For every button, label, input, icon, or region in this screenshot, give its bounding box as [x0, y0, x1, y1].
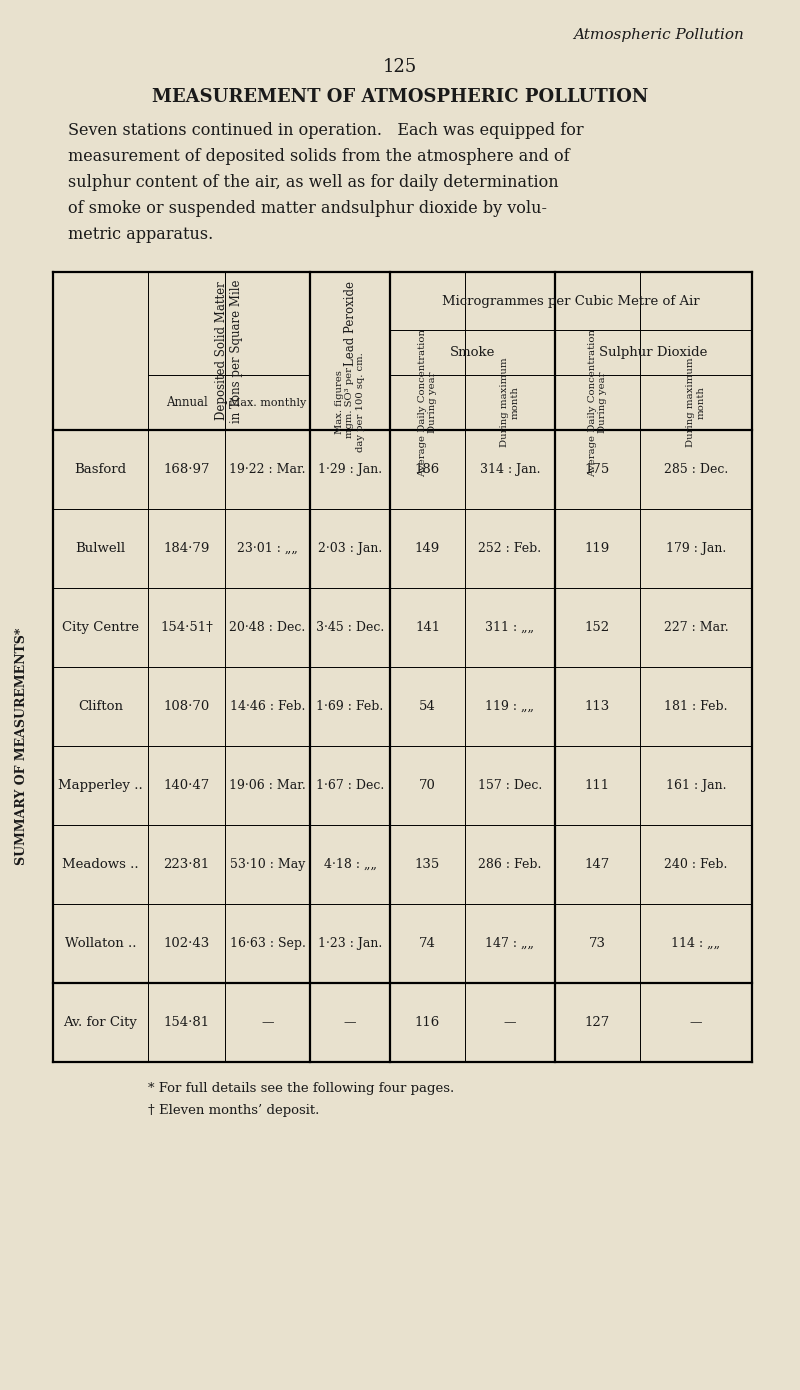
- Text: Average Daily Concentration
During year: Average Daily Concentration During year: [588, 328, 607, 477]
- Text: City Centre: City Centre: [62, 621, 139, 634]
- Text: 154·51†: 154·51†: [160, 621, 213, 634]
- Text: 240 : Feb.: 240 : Feb.: [664, 858, 728, 872]
- Text: 154·81: 154·81: [163, 1016, 210, 1029]
- Text: Wollaton ..: Wollaton ..: [65, 937, 136, 949]
- Text: Basford: Basford: [74, 463, 126, 475]
- Text: 1·23 : Jan.: 1·23 : Jan.: [318, 937, 382, 949]
- Text: Sulphur Dioxide: Sulphur Dioxide: [599, 346, 708, 359]
- Text: 116: 116: [415, 1016, 440, 1029]
- Text: 54: 54: [419, 701, 436, 713]
- Text: 252 : Feb.: 252 : Feb.: [478, 542, 542, 555]
- Text: During maximum
month: During maximum month: [500, 357, 520, 448]
- Text: 223·81: 223·81: [163, 858, 210, 872]
- Text: 114 : „„: 114 : „„: [671, 937, 721, 949]
- Text: During maximum
month: During maximum month: [686, 357, 706, 448]
- Text: Clifton: Clifton: [78, 701, 123, 713]
- Text: 1·69 : Feb.: 1·69 : Feb.: [316, 701, 384, 713]
- Text: 74: 74: [419, 937, 436, 949]
- Text: 70: 70: [419, 778, 436, 792]
- Text: Smoke: Smoke: [450, 346, 495, 359]
- Text: 161 : Jan.: 161 : Jan.: [666, 778, 726, 792]
- Text: 152: 152: [585, 621, 610, 634]
- Text: 23·01 : „„: 23·01 : „„: [237, 542, 298, 555]
- Text: Deposited Solid Matter
in Tons per Square Mile: Deposited Solid Matter in Tons per Squar…: [215, 279, 243, 423]
- Text: 53·10 : May: 53·10 : May: [230, 858, 305, 872]
- Text: Mapperley ..: Mapperley ..: [58, 778, 143, 792]
- Text: 4·18 : „„: 4·18 : „„: [323, 858, 377, 872]
- Text: 108·70: 108·70: [163, 701, 210, 713]
- Text: —: —: [344, 1016, 356, 1029]
- Text: 1·29 : Jan.: 1·29 : Jan.: [318, 463, 382, 475]
- Text: Av. for City: Av. for City: [63, 1016, 138, 1029]
- Text: 2·03 : Jan.: 2·03 : Jan.: [318, 542, 382, 555]
- Text: 19·06 : Mar.: 19·06 : Mar.: [229, 778, 306, 792]
- Text: Lead Peroxide: Lead Peroxide: [343, 281, 357, 366]
- Text: Bulwell: Bulwell: [75, 542, 126, 555]
- Text: measurement of deposited solids from the atmosphere and of: measurement of deposited solids from the…: [68, 147, 570, 165]
- Text: 111: 111: [585, 778, 610, 792]
- Text: 157 : Dec.: 157 : Dec.: [478, 778, 542, 792]
- Text: 147: 147: [585, 858, 610, 872]
- Text: 16·63 : Sep.: 16·63 : Sep.: [230, 937, 306, 949]
- Text: 73: 73: [589, 937, 606, 949]
- Text: SUMMARY OF MEASUREMENTS*: SUMMARY OF MEASUREMENTS*: [15, 627, 29, 865]
- Text: 186: 186: [415, 463, 440, 475]
- Text: 127: 127: [585, 1016, 610, 1029]
- Text: 285 : Dec.: 285 : Dec.: [664, 463, 728, 475]
- Text: sulphur content of the air, as well as for daily determination: sulphur content of the air, as well as f…: [68, 174, 558, 190]
- Text: of smoke or suspended matter andsulphur dioxide by volu-: of smoke or suspended matter andsulphur …: [68, 200, 547, 217]
- Text: 113: 113: [585, 701, 610, 713]
- Text: Meadows ..: Meadows ..: [62, 858, 139, 872]
- Text: Max. figures
mgm. SO³ per
day per 100 sq. cm.: Max. figures mgm. SO³ per day per 100 sq…: [335, 353, 365, 452]
- Text: 184·79: 184·79: [163, 542, 210, 555]
- Text: 314 : Jan.: 314 : Jan.: [480, 463, 540, 475]
- Text: 140·47: 140·47: [163, 778, 210, 792]
- Text: 175: 175: [585, 463, 610, 475]
- Text: 149: 149: [415, 542, 440, 555]
- Text: Seven stations continued in operation.   Each was equipped for: Seven stations continued in operation. E…: [68, 122, 584, 139]
- Text: 179 : Jan.: 179 : Jan.: [666, 542, 726, 555]
- Text: 20·48 : Dec.: 20·48 : Dec.: [230, 621, 306, 634]
- Text: Average Daily Concentration
During year: Average Daily Concentration During year: [418, 328, 438, 477]
- Text: —: —: [690, 1016, 702, 1029]
- Text: 119 : „„: 119 : „„: [486, 701, 534, 713]
- Text: 286 : Feb.: 286 : Feb.: [478, 858, 542, 872]
- Text: MEASUREMENT OF ATMOSPHERIC POLLUTION: MEASUREMENT OF ATMOSPHERIC POLLUTION: [152, 88, 648, 106]
- Text: 3·45 : Dec.: 3·45 : Dec.: [316, 621, 384, 634]
- Text: 227 : Mar.: 227 : Mar.: [664, 621, 728, 634]
- Text: 119: 119: [585, 542, 610, 555]
- Text: Atmospheric Pollution: Atmospheric Pollution: [573, 28, 744, 42]
- Text: Microgrammes per Cubic Metre of Air: Microgrammes per Cubic Metre of Air: [442, 295, 700, 307]
- Text: 141: 141: [415, 621, 440, 634]
- Text: 168·97: 168·97: [163, 463, 210, 475]
- Text: 14·46 : Feb.: 14·46 : Feb.: [230, 701, 305, 713]
- Text: 147 : „„: 147 : „„: [486, 937, 534, 949]
- Text: —: —: [262, 1016, 274, 1029]
- Text: * For full details see the following four pages.: * For full details see the following fou…: [148, 1081, 454, 1095]
- Text: Max. monthly: Max. monthly: [229, 398, 306, 407]
- Text: metric apparatus.: metric apparatus.: [68, 227, 214, 243]
- Text: † Eleven months’ deposit.: † Eleven months’ deposit.: [148, 1104, 319, 1118]
- Text: 125: 125: [383, 58, 417, 76]
- Text: 181 : Feb.: 181 : Feb.: [664, 701, 728, 713]
- Text: 135: 135: [415, 858, 440, 872]
- Text: 1·67 : Dec.: 1·67 : Dec.: [316, 778, 384, 792]
- Text: 311 : „„: 311 : „„: [486, 621, 534, 634]
- Text: 19·22 : Mar.: 19·22 : Mar.: [230, 463, 306, 475]
- Text: Annual: Annual: [166, 396, 207, 409]
- Text: —: —: [504, 1016, 516, 1029]
- Text: 102·43: 102·43: [163, 937, 210, 949]
